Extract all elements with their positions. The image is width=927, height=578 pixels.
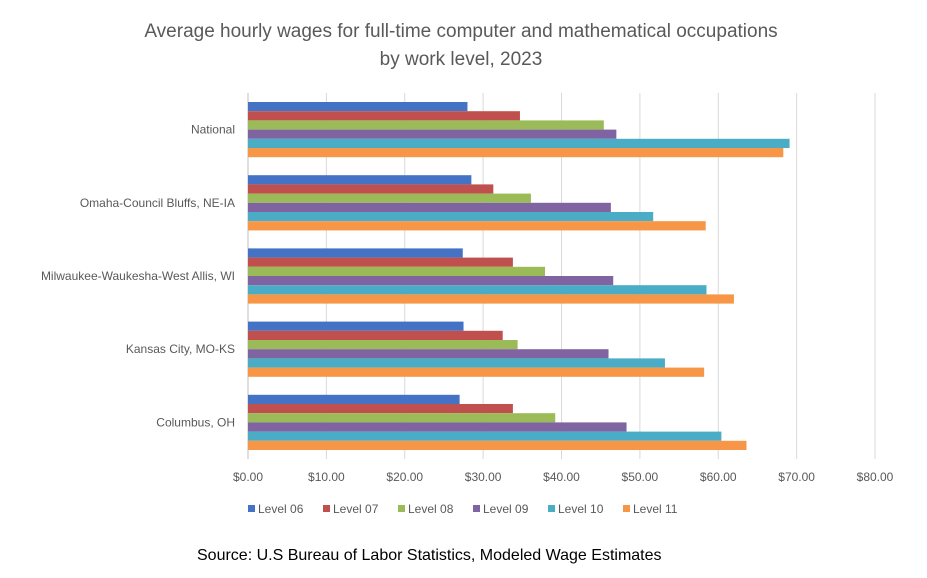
legend-label: Level 06 [258, 502, 304, 516]
bar [248, 257, 513, 267]
chart-subtitle: by work level, 2023 [379, 49, 543, 70]
bar [248, 404, 513, 414]
bar [248, 285, 707, 295]
chart-title-block: Average hourly wages for full-time compu… [0, 18, 922, 74]
bar [248, 120, 604, 130]
category-label: Kansas City, MO-KS [126, 342, 235, 356]
bar [248, 431, 722, 441]
bar [248, 221, 706, 231]
x-tick-label: $0.00 [233, 470, 263, 484]
bar [248, 129, 617, 139]
legend-swatch [548, 505, 555, 512]
x-tick-label: $10.00 [308, 470, 345, 484]
bar [248, 413, 556, 423]
bar [248, 294, 734, 304]
x-tick-labels: $0.00 $10.00 $20.00 $30.00 $40.00 $50.00 $60.0… [233, 470, 894, 484]
x-tick-label: $20.00 [386, 470, 423, 484]
bar [248, 358, 665, 368]
bar [248, 202, 611, 212]
category-label: Omaha-Council Bluffs, NE-IA [80, 196, 235, 210]
x-tick-label: $70.00 [778, 470, 815, 484]
bar [248, 349, 609, 359]
bar [248, 184, 494, 194]
legend-label: Level 10 [558, 502, 604, 516]
bar [248, 138, 790, 148]
legend: Level 06 Level 07 Level 08 Level 09 Level 10… [248, 502, 678, 516]
bar [248, 330, 503, 340]
legend-swatch [398, 505, 405, 512]
bar [248, 276, 614, 286]
category-labels: National Omaha-Council Bluffs, NE-IA Milwa… [41, 123, 235, 430]
legend-label: Level 08 [408, 502, 454, 516]
x-tick-label: $60.00 [700, 470, 737, 484]
x-tick-label: $50.00 [622, 470, 659, 484]
bar [248, 367, 705, 377]
bar [248, 175, 472, 185]
bar [248, 111, 520, 121]
bar [248, 248, 463, 258]
legend-swatch [323, 505, 330, 512]
bar [248, 321, 464, 331]
bars [248, 102, 790, 450]
chart-title: Average hourly wages for full-time compu… [144, 21, 778, 42]
legend-label: Level 07 [333, 502, 379, 516]
bar [248, 340, 518, 350]
legend-swatch [248, 505, 255, 512]
legend-label: Level 11 [633, 502, 678, 516]
bar [248, 422, 627, 432]
bar [248, 193, 531, 203]
legend-swatch [623, 505, 630, 512]
bar [248, 394, 460, 404]
category-label: National [191, 123, 235, 137]
x-tick-label: $40.00 [543, 470, 580, 484]
bar [248, 212, 654, 222]
bar [248, 102, 468, 112]
legend-label: Level 09 [483, 502, 529, 516]
legend-swatch [473, 505, 480, 512]
bar [248, 440, 747, 450]
bar [248, 148, 784, 158]
x-tick-label: $80.00 [857, 470, 894, 484]
category-label: Milwaukee-Waukesha-West Allis, WI [41, 269, 235, 283]
x-tick-label: $30.00 [465, 470, 502, 484]
bar [248, 266, 546, 276]
category-label: Columbus, OH [156, 415, 235, 429]
source-note: Source: U.S Bureau of Labor Statistics, … [197, 547, 662, 564]
